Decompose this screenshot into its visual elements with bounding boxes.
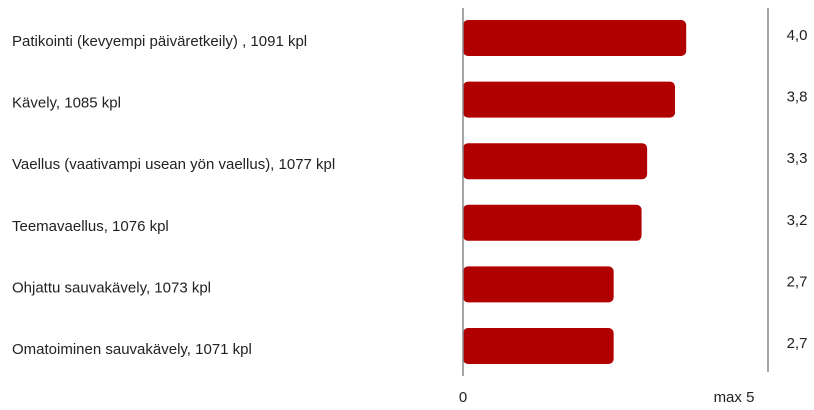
- bar: [463, 81, 676, 118]
- value-label: 3,2: [787, 212, 808, 229]
- bar: [463, 266, 614, 303]
- value-label: 3,3: [787, 150, 808, 167]
- category-label: Teemavaellus, 1076 kpl: [12, 218, 169, 235]
- bar: [463, 204, 642, 241]
- category-label: Patikointi (kevyempi päiväretkeily) , 10…: [12, 33, 307, 50]
- category-label: Ohjattu sauvakävely, 1073 kpl: [12, 279, 211, 296]
- value-label: 4,0: [787, 27, 808, 44]
- bar: [463, 328, 614, 364]
- bar: [463, 20, 687, 56]
- value-label: 2,7: [787, 273, 808, 290]
- value-label: 2,7: [787, 335, 808, 352]
- x-tick-label: max 5: [714, 389, 755, 406]
- x-tick-label: 0: [459, 389, 467, 406]
- bar: [463, 143, 648, 180]
- category-label: Omatoiminen sauvakävely, 1071 kpl: [12, 341, 252, 358]
- value-label: 3,8: [787, 89, 808, 106]
- category-label: Kävely, 1085 kpl: [12, 95, 121, 112]
- category-label: Vaellus (vaativampi usean yön vaellus), …: [12, 156, 335, 173]
